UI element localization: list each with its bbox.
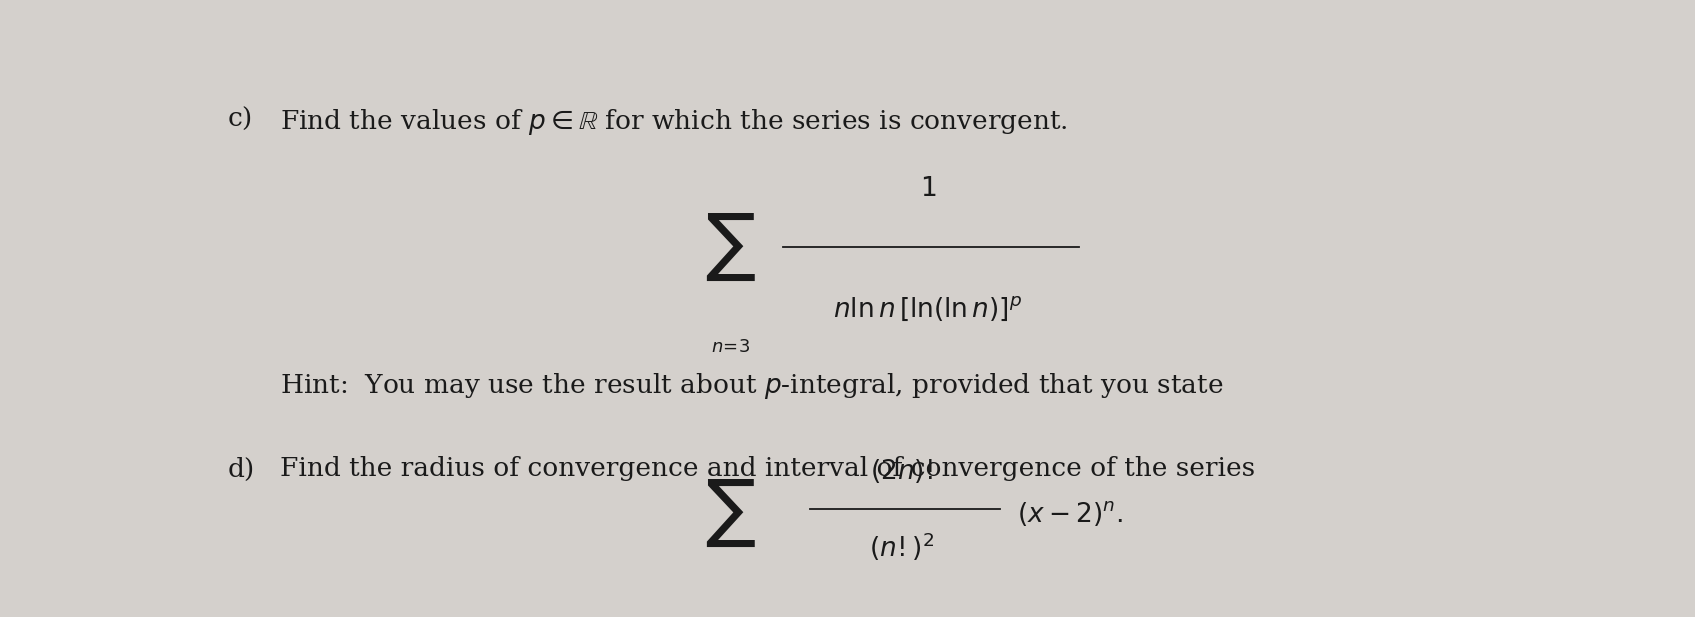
Text: $(n!)^2$: $(n!)^2$ (870, 531, 934, 563)
Text: $n\ln n\,[\ln(\ln n)]^p$: $n\ln n\,[\ln(\ln n)]^p$ (832, 295, 1022, 323)
Text: c): c) (227, 107, 253, 132)
Text: $(2n)!$: $(2n)!$ (870, 457, 932, 485)
Text: Hint:  You may use the result about $p$-integral, provided that you state: Hint: You may use the result about $p$-i… (280, 371, 1224, 401)
Text: $(x-2)^n.$: $(x-2)^n.$ (1017, 499, 1122, 528)
Text: d): d) (227, 457, 254, 481)
Text: $1$: $1$ (920, 176, 936, 201)
Text: $n\!=\!3$: $n\!=\!3$ (710, 337, 751, 356)
Text: Find the radius of convergence and interval of convergence of the series: Find the radius of convergence and inter… (280, 457, 1256, 481)
Text: $\sum$: $\sum$ (705, 212, 756, 283)
Text: Find the values of $p \in \mathbb{R}$ for which the series is convergent.: Find the values of $p \in \mathbb{R}$ fo… (280, 107, 1068, 138)
Text: $\sum$: $\sum$ (705, 478, 756, 549)
